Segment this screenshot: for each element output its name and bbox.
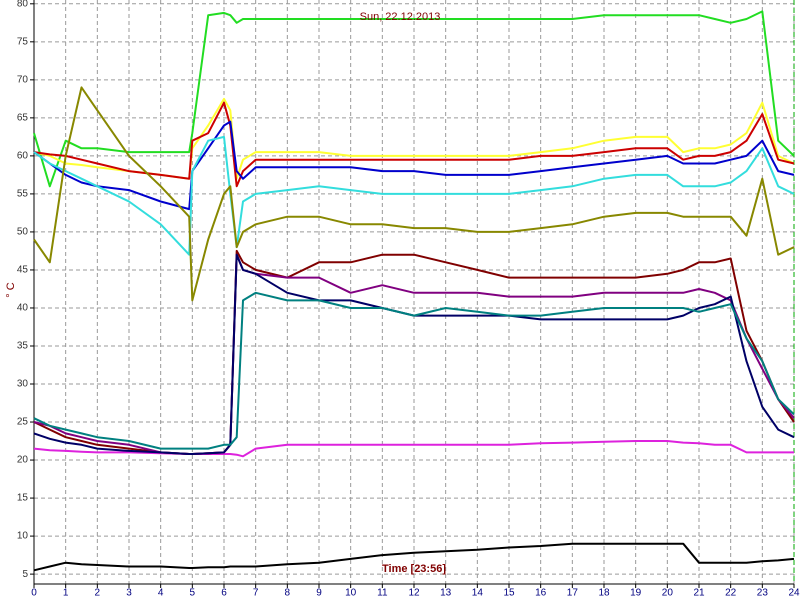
y-tick-label: 70 [17,74,29,85]
lines [33,10,795,572]
x-tick-label: 10 [345,588,357,599]
series-line [33,542,795,572]
y-tick-label: 25 [17,417,29,428]
x-tick-label: 13 [440,588,452,599]
x-tick-label: 24 [788,588,800,599]
y-tick-label: 5 [22,569,28,580]
y-tick-label: 55 [17,189,29,200]
x-tick-label: 12 [408,588,420,599]
y-axis-label: ° C [5,282,17,297]
x-tick-label: 1 [63,588,69,599]
y-tick-label: 65 [17,113,29,124]
y-tick-label: 50 [17,227,29,238]
x-tick-label: 9 [316,588,322,599]
series-line [33,10,795,188]
x-tick-label: 3 [126,588,132,599]
x-tick-label: 17 [567,588,579,599]
y-tick-label: 40 [17,303,29,314]
y-tick-label: 10 [17,531,29,542]
x-tick-label: 18 [598,588,610,599]
x-tick-label: 4 [158,588,164,599]
x-tick-label: 23 [757,588,769,599]
x-tick-label: 11 [377,588,388,599]
series-line [33,135,795,256]
x-tick-label: 8 [285,588,291,599]
y-tick-label: 35 [17,341,29,352]
y-tick-label: 80 [17,0,29,9]
x-tick-label: 15 [503,588,515,599]
series-line [33,253,795,455]
series-line [33,101,795,188]
series-line [33,120,795,211]
x-tick-label: 22 [725,588,737,599]
chart-title: Sun, 22.12.2013 [360,11,441,23]
y-tick-label: 60 [17,151,29,162]
y-tick-label: 30 [17,379,29,390]
x-tick-label: 6 [221,588,227,599]
x-tick-label: 20 [662,588,674,599]
y-tick-label: 75 [17,36,29,47]
series-line [33,86,795,302]
x-tick-label: 0 [31,588,37,599]
x-tick-label: 14 [472,588,484,599]
y-tick-label: 45 [17,265,29,276]
x-tick-label: 19 [630,588,642,599]
y-tick-label: 20 [17,455,29,466]
x-tick-label: 7 [253,588,259,599]
time-annotation: Time [23:56] [382,563,446,575]
x-tick-label: 21 [693,588,705,599]
series-line [33,253,795,455]
x-tick-label: 5 [190,588,196,599]
y-tick-label: 15 [17,493,29,504]
x-tick-label: 16 [535,588,547,599]
x-tick-label: 2 [95,588,101,599]
series-line [33,291,795,450]
